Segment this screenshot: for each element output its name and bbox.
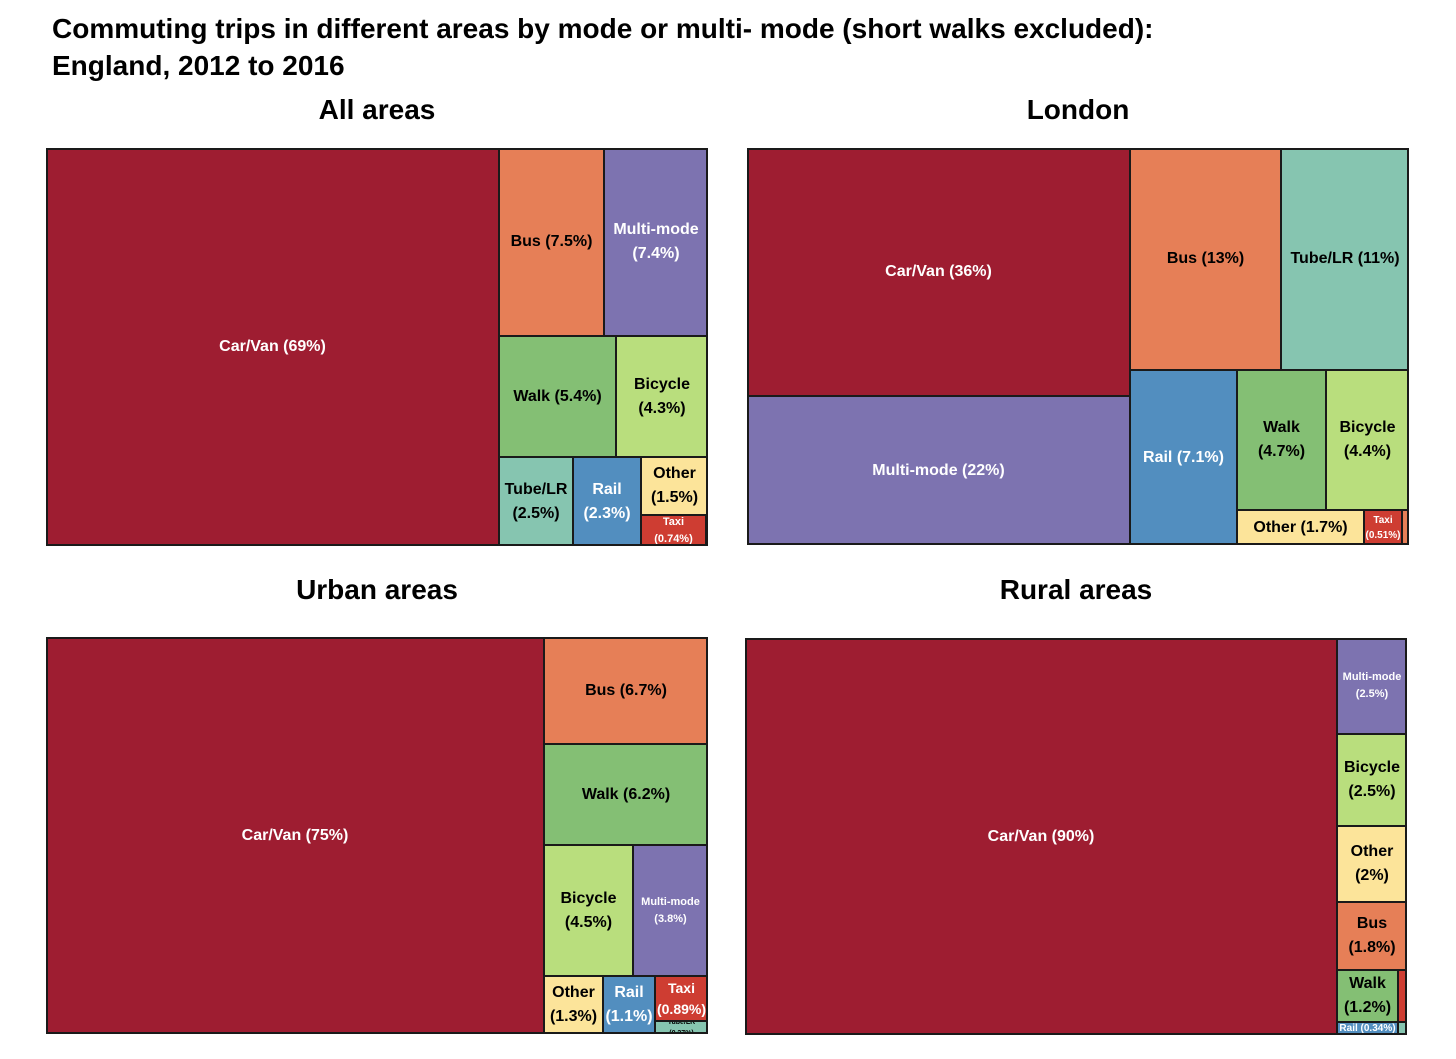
treemap-tile-rural-areas-bus: Bus (1.8%) bbox=[1337, 902, 1407, 970]
treemap-tile-urban-areas-taxi: Taxi (0.89%) bbox=[655, 976, 708, 1021]
tile-label: Bus (13%) bbox=[1166, 250, 1245, 267]
tile-label: Walk (6.2%) bbox=[581, 785, 671, 803]
tile-label: Car/Van (36%) bbox=[885, 263, 992, 280]
treemap-tile-london-tube-lr: Tube/LR (11%) bbox=[1281, 148, 1409, 370]
tile-label: Multi-mode (2.5%) bbox=[1342, 671, 1402, 700]
treemap-tile-urban-areas-car-van: Car/Van (75%) bbox=[46, 637, 544, 1034]
tile-label: Tube/LR (11%) bbox=[1290, 250, 1400, 267]
panel-title-urban-areas: Urban areas bbox=[296, 574, 458, 605]
treemap-tile-rural-areas-car-van: Car/Van (90%) bbox=[745, 638, 1337, 1035]
panel-title-london: London bbox=[1026, 94, 1130, 125]
tile-label: Bus (1.8%) bbox=[1348, 915, 1396, 956]
treemap-tile-all-areas-car-van: Car/Van (69%) bbox=[46, 148, 499, 546]
tile-label: Other (2%) bbox=[1350, 843, 1394, 884]
tile-label: Other (1.7%) bbox=[1253, 518, 1348, 536]
treemap-tile-rural-areas-rail: Rail (0.34%) bbox=[1337, 1022, 1398, 1035]
treemap-all-areas: Car/Van (69%) Bus (7.5%) Multi-mode (7.4%)… bbox=[46, 148, 708, 546]
tile-label: Tube/LR (0.27%) bbox=[667, 1021, 696, 1034]
treemap-tile-all-areas-walk: Walk (5.4%) bbox=[499, 336, 616, 457]
treemap-tile-rural-areas-walk: Walk (1.2%) bbox=[1337, 970, 1398, 1022]
tile-label: Rail (2.3%) bbox=[583, 480, 631, 522]
tile-label: Rail (1.1%) bbox=[605, 984, 653, 1025]
chart-main-title: Commuting trips in different areas by mo… bbox=[52, 10, 1154, 84]
tile-label: Rail (0.34%) bbox=[1339, 1023, 1396, 1034]
treemap-tile-urban-areas-tube-lr: Tube/LR (0.27%) bbox=[655, 1021, 708, 1034]
treemap-tile-urban-areas-bicycle: Bicycle (4.5%) bbox=[544, 845, 633, 976]
tile-label: Other (1.5%) bbox=[650, 465, 699, 506]
treemap-tile-all-areas-bicycle: Bicycle (4.3%) bbox=[616, 336, 708, 457]
tile-label: Car/Van (69%) bbox=[219, 338, 326, 355]
treemap-tile-rural-areas-taxi bbox=[1398, 970, 1407, 1022]
treemap-tile-all-areas-rail: Rail (2.3%) bbox=[573, 457, 641, 546]
tile-label: Taxi (0.89%) bbox=[656, 979, 707, 1017]
treemap-tile-rural-areas-bicycle: Bicycle (2.5%) bbox=[1337, 734, 1407, 826]
treemap-tile-london-walk: Walk (4.7%) bbox=[1237, 370, 1326, 510]
tile-label: Bicycle (2.5%) bbox=[1343, 759, 1401, 800]
tile-label: Walk (1.2%) bbox=[1343, 975, 1392, 1016]
treemap-tile-all-areas-taxi: Taxi (0.74%) bbox=[641, 515, 706, 546]
treemap-tile-urban-areas-walk: Walk (6.2%) bbox=[544, 744, 708, 845]
treemap-tile-urban-areas-rail: Rail (1.1%) bbox=[603, 976, 655, 1034]
treemap-tile-rural-areas-multi-mode: Multi-mode (2.5%) bbox=[1337, 638, 1407, 734]
tile-label: Taxi (0.74%) bbox=[654, 515, 693, 545]
treemap-tile-all-areas-bus: Bus (7.5%) bbox=[499, 148, 604, 336]
treemap-tile-london-multi-mode: Multi-mode (22%) bbox=[747, 396, 1130, 545]
treemap-tile-london-bicycle: Bicycle (4.4%) bbox=[1326, 370, 1409, 510]
treemap-rural-areas: Car/Van (90%) Multi-mode (2.5%) Bicycle (2… bbox=[745, 638, 1407, 1035]
tile-label: Walk (4.7%) bbox=[1257, 419, 1306, 460]
treemap-tile-all-areas-multi-mode: Multi-mode (7.4%) bbox=[604, 148, 708, 336]
treemap-urban-areas: Car/Van (75%) Bus (6.7%) Walk (6.2%) Bicycl… bbox=[46, 637, 708, 1034]
treemap-london: Car/Van (36%) Multi-mode (22%) Bus (13%) Tu… bbox=[747, 148, 1409, 545]
panel-title-all-areas: All areas bbox=[318, 94, 436, 125]
treemap-tile-london-bus: Bus (13%) bbox=[1130, 148, 1281, 370]
tile-label: Car/Van (75%) bbox=[241, 826, 349, 844]
treemap-tile-urban-areas-multi-mode: Multi-mode (3.8%) bbox=[633, 845, 708, 976]
chart-title-line-1: Commuting trips in different areas by mo… bbox=[52, 13, 1154, 44]
treemap-tile-london-rail: Rail (7.1%) bbox=[1130, 370, 1237, 545]
tile-label: Multi-mode (3.8%) bbox=[641, 895, 700, 925]
treemap-tile-rural-areas-other: Other (2%) bbox=[1337, 826, 1407, 902]
treemap-tile-all-areas-unlabeled bbox=[706, 515, 708, 546]
tile-label: Multi-mode (7.4%) bbox=[613, 221, 699, 262]
treemap-tile-urban-areas-bus: Bus (6.7%) bbox=[544, 637, 708, 744]
tile-label: Bicycle (4.4%) bbox=[1339, 419, 1396, 460]
tile-label: Multi-mode (22%) bbox=[872, 461, 1005, 479]
tile-label: Bus (6.7%) bbox=[585, 681, 667, 699]
tile-label: Car/Van (90%) bbox=[987, 827, 1095, 845]
tile-label: Walk (5.4%) bbox=[513, 387, 602, 405]
panel-title-rural-areas: Rural areas bbox=[999, 574, 1153, 605]
tile-label: Taxi (0.51%) bbox=[1365, 514, 1401, 541]
treemap-tile-all-areas-tube-lr: Tube/LR (2.5%) bbox=[499, 457, 573, 546]
tile-label: Bus (7.5%) bbox=[510, 233, 593, 250]
tile-label: Rail (7.1%) bbox=[1143, 448, 1224, 466]
chart-title-line-2: England, 2012 to 2016 bbox=[52, 50, 345, 81]
tile-label: Bicycle (4.5%) bbox=[560, 889, 617, 931]
treemap-tile-all-areas-other: Other (1.5%) bbox=[641, 457, 708, 515]
treemap-tile-london-car-van: Car/Van (36%) bbox=[747, 148, 1130, 396]
tile-label: Other (1.3%) bbox=[549, 984, 598, 1025]
treemap-tile-urban-areas-other: Other (1.3%) bbox=[544, 976, 603, 1034]
tile-label: Tube/LR (2.5%) bbox=[504, 480, 568, 522]
treemap-tile-rural-areas-tube-lr bbox=[1398, 1022, 1407, 1035]
treemap-tile-london-other: Other (1.7%) bbox=[1237, 510, 1364, 545]
tile-label: Bicycle (4.3%) bbox=[633, 375, 691, 417]
treemap-tile-london-taxi: Taxi (0.51%) bbox=[1364, 510, 1402, 545]
treemap-tile-london-unlabeled bbox=[1402, 510, 1409, 545]
